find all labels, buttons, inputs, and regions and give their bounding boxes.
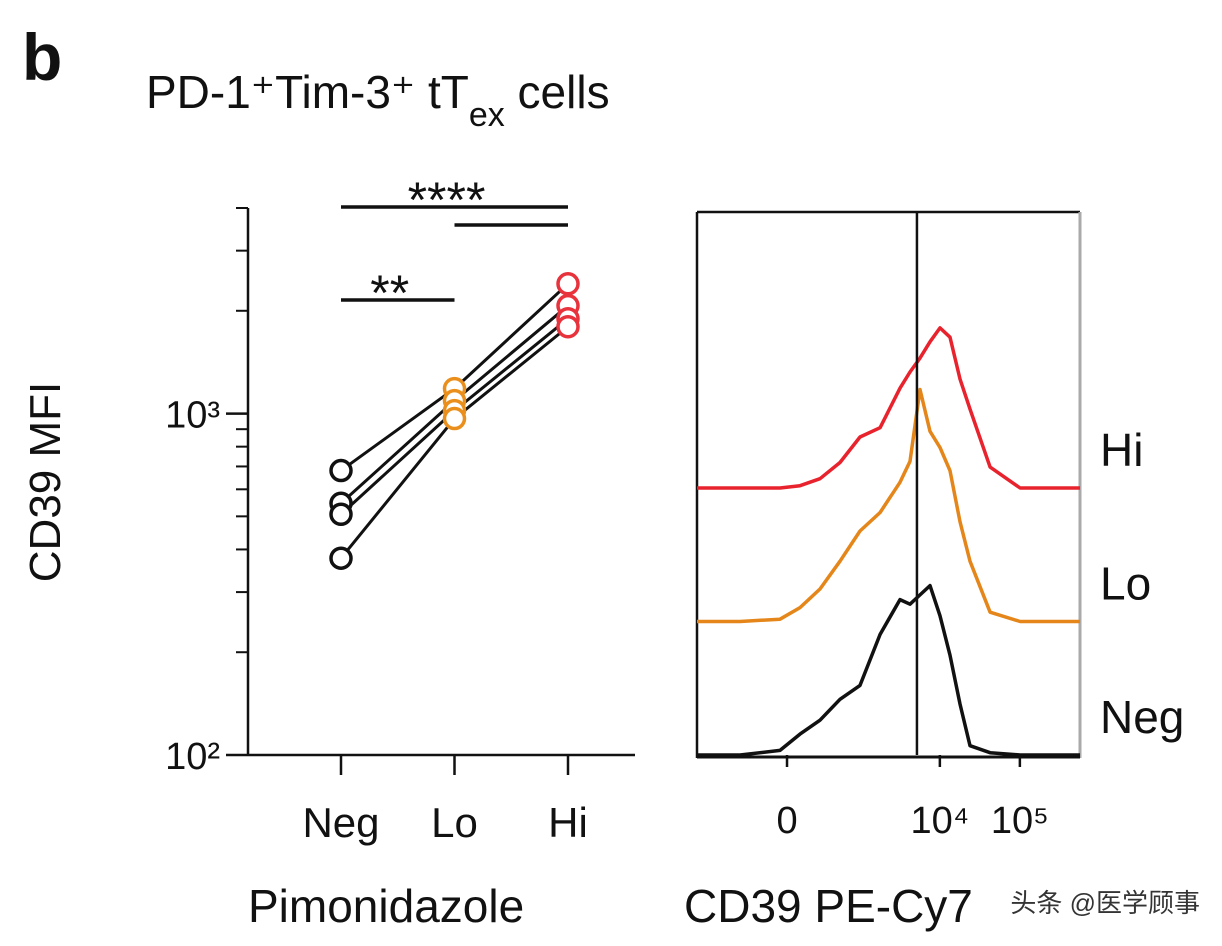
histogram-curve [697,583,1080,757]
x-axis-label: Pimonidazole [248,880,524,932]
x-tick-label: 10⁵ [991,800,1049,842]
title-part: PD-1⁺Tim-3⁺ tT [146,66,469,118]
x-axis-label: CD39 PE-Cy7 [684,880,973,932]
panel-label: b [22,20,62,94]
significance-label: ** [370,265,409,321]
y-tick-label: 10³ [165,395,220,437]
x-tick-label: Hi [548,799,588,846]
legend-label: Hi [1100,424,1143,476]
dot [329,546,353,570]
dot [329,458,353,483]
significance-label: **** [408,172,486,228]
histogram-curve [697,387,1080,624]
x-tick-label: 10⁴ [911,800,970,842]
chart-title: PD-1⁺Tim-3⁺ tTex cells [146,66,610,134]
title-subscript: ex [469,96,505,134]
dot [442,406,467,431]
y-axis-label: CD39 MFI [21,382,70,582]
x-tick-label: Neg [302,799,379,846]
dot [556,272,580,296]
x-tick-label: Lo [431,799,478,846]
dot [556,314,580,339]
legend-label: Neg [1100,691,1184,743]
dot [329,502,353,527]
histogram-frame [697,212,1080,755]
y-tick-label: 10² [165,736,220,778]
histogram-curve [697,326,1080,490]
pair-line [339,325,569,560]
title-part: cells [505,66,610,118]
legend-label: Lo [1100,558,1151,610]
x-tick-label: 0 [776,800,797,842]
watermark: 头条 @医学顾事 [1010,888,1200,918]
